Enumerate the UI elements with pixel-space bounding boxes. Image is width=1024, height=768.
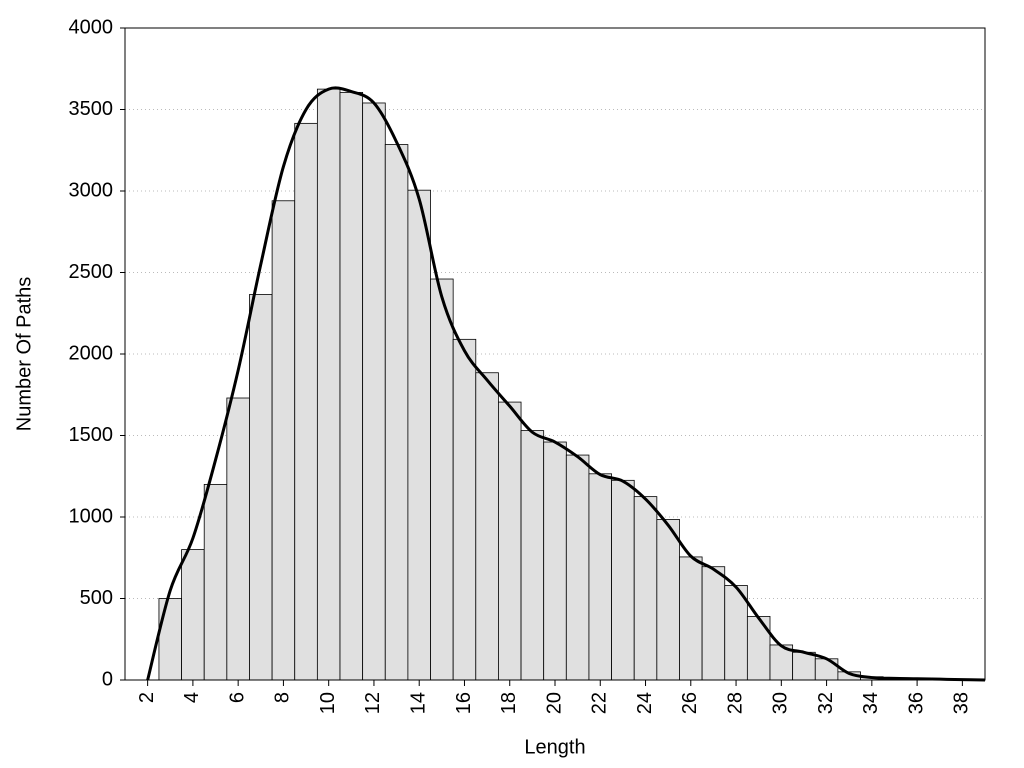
bar xyxy=(746,616,771,681)
bar xyxy=(498,401,522,681)
density-curve xyxy=(146,86,986,682)
bar xyxy=(520,430,545,681)
x-tick-label: 24 xyxy=(634,692,656,714)
x-tick-label: 20 xyxy=(543,692,565,714)
y-tick-label: 1500 xyxy=(69,424,114,446)
bar xyxy=(656,519,680,681)
x-tick-label: 30 xyxy=(770,692,792,714)
x-tick-label: 22 xyxy=(589,692,611,714)
bar xyxy=(701,566,726,681)
bar xyxy=(407,189,431,681)
y-tick-label: 2000 xyxy=(69,342,114,364)
y-tick-label: 4000 xyxy=(69,16,114,38)
bar xyxy=(679,556,703,681)
bar xyxy=(339,91,364,681)
bar xyxy=(249,294,273,681)
x-tick-label: 38 xyxy=(951,692,973,714)
x-tick-label: 34 xyxy=(860,692,882,714)
x-tick-label: 18 xyxy=(498,692,520,714)
bar xyxy=(430,278,454,681)
y-tick-label: 2500 xyxy=(69,261,114,283)
y-tick-label: 0 xyxy=(102,668,113,690)
bar xyxy=(611,479,635,681)
x-tick-label: 36 xyxy=(905,692,927,714)
bar xyxy=(181,549,205,681)
bar xyxy=(543,441,567,681)
plot-frame xyxy=(124,27,986,681)
bar xyxy=(158,598,182,681)
bar xyxy=(565,454,590,681)
bar xyxy=(452,338,477,681)
y-tick-label: 500 xyxy=(80,587,113,609)
bar xyxy=(271,200,296,681)
x-tick-label: 28 xyxy=(724,692,746,714)
x-tick-label: 32 xyxy=(815,692,837,714)
bar xyxy=(203,483,228,681)
x-tick-label: 8 xyxy=(272,692,294,703)
bar xyxy=(362,102,386,681)
bar xyxy=(316,88,341,681)
x-tick-label: 26 xyxy=(679,692,701,714)
bar xyxy=(588,473,612,681)
x-tick-label: 2 xyxy=(136,692,158,703)
x-tick-label: 4 xyxy=(181,692,203,703)
x-tick-label: 16 xyxy=(453,692,475,714)
bar xyxy=(384,144,409,681)
bar xyxy=(792,651,816,681)
x-tick-label: 12 xyxy=(362,692,384,714)
bar xyxy=(294,122,318,681)
x-tick-label: 10 xyxy=(317,692,339,714)
bar xyxy=(475,372,499,681)
y-tick-label: 1000 xyxy=(69,505,114,527)
bar xyxy=(633,496,658,681)
x-axis-label: Length xyxy=(524,736,585,758)
y-tick-label: 3000 xyxy=(69,179,114,201)
x-tick-label: 6 xyxy=(226,692,248,703)
y-tick-label: 3500 xyxy=(69,98,114,120)
x-tick-label: 14 xyxy=(407,692,429,714)
y-axis-label: Number Of Paths xyxy=(13,277,35,432)
bar xyxy=(226,397,250,681)
